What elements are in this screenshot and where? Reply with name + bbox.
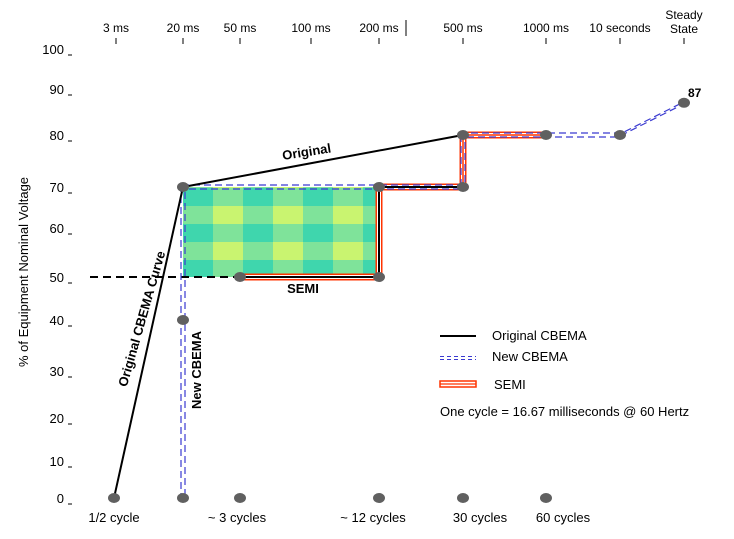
- x-top-tick-label: 20 ms: [167, 21, 200, 35]
- data-point-marker: [373, 182, 385, 192]
- y-tick-label: 50: [50, 270, 64, 285]
- y-tick-label: 20: [50, 411, 64, 426]
- x-top-tick-label: 3 ms: [103, 21, 129, 35]
- data-point-marker: [373, 493, 385, 503]
- data-point-marker: [678, 97, 690, 108]
- x-bottom-tick-label: ~ 12 cycles: [340, 510, 406, 525]
- y-tick-label: 30: [50, 364, 64, 379]
- x-bottom-tick-label: 60 cycles: [536, 510, 591, 525]
- x-top-tick-label: 10 seconds: [589, 21, 650, 35]
- y-tick-label: 60: [50, 221, 64, 236]
- x-top-tick-label: 50 ms: [224, 21, 257, 35]
- data-point-marker: [457, 182, 469, 192]
- y-tick-label: 40: [50, 313, 64, 328]
- y-tick-label: 70: [50, 180, 64, 195]
- x-bottom-tick-label: 30 cycles: [453, 510, 508, 525]
- data-point-marker: [614, 130, 626, 140]
- x-top-tick-label: 200 ms: [359, 21, 398, 35]
- semi-black-core: [240, 186, 463, 278]
- original-annotation: Original: [281, 140, 332, 163]
- x-bottom-tick-label: ~ 3 cycles: [208, 510, 267, 525]
- y-tick-label: 100: [42, 42, 64, 57]
- data-point-marker: [177, 315, 189, 325]
- data-point-marker: [108, 493, 120, 503]
- data-point-marker: [234, 493, 246, 503]
- new-cbema-annotation: New CBEMA: [189, 330, 204, 409]
- y-tick-label: 90: [50, 82, 64, 97]
- data-point-marker: [234, 272, 246, 282]
- x-top-tick-label: Steady State: [665, 8, 702, 36]
- y-tick-label: 80: [50, 128, 64, 143]
- data-point-marker: [177, 182, 189, 192]
- shaded-region: [183, 187, 379, 277]
- new-cbema-line: [180, 104, 683, 500]
- new-cbema-line: [184, 100, 687, 496]
- x-top-tick-label: 500 ms: [443, 21, 482, 35]
- data-point-marker: [177, 493, 189, 503]
- data-point-marker: [457, 130, 469, 140]
- data-point-marker: [373, 272, 385, 282]
- y-tick-label: 10: [50, 454, 64, 469]
- legend-label: Original CBEMA: [492, 328, 587, 343]
- y-tick-label: 0: [57, 491, 64, 506]
- data-point-marker: [457, 493, 469, 503]
- legend-label: New CBEMA: [492, 349, 568, 364]
- cycle-note: One cycle = 16.67 milliseconds @ 60 Hert…: [440, 404, 689, 419]
- x-top-tick-label: 100 ms: [291, 21, 330, 35]
- original-curve-annotation: Original CBEMA Curve: [115, 249, 168, 388]
- x-bottom-tick-label: 1/2 cycle: [88, 510, 139, 525]
- semi-annotation: SEMI: [287, 281, 319, 296]
- data-point-marker: [540, 493, 552, 503]
- steady-value-annotation: 87: [688, 86, 702, 100]
- y-axis-label: % of Equipment Nominal Voltage: [16, 177, 31, 367]
- x-top-tick-label: 1000 ms: [523, 21, 569, 35]
- data-point-marker: [540, 130, 552, 140]
- legend-label: SEMI: [494, 377, 526, 392]
